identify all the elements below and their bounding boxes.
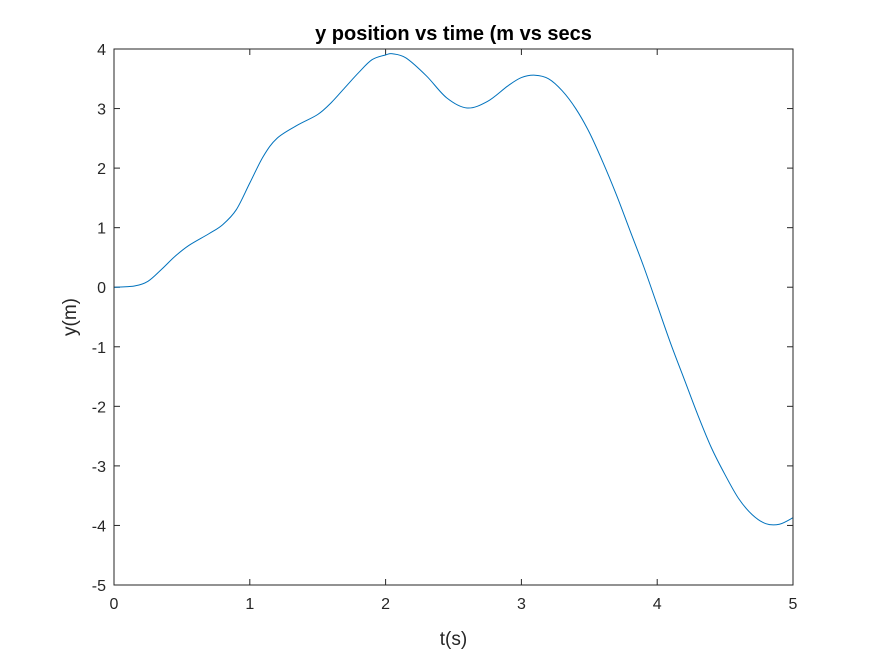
x-tick-label: 1	[245, 596, 254, 613]
x-axis: 0 1 2 3 4 5	[110, 49, 798, 613]
y-tick-label: 0	[97, 280, 106, 297]
x-tick-label: 2	[381, 596, 390, 613]
chart-title: y position vs time (m vs secs	[315, 23, 592, 45]
y-axis-label: y(m)	[60, 298, 81, 336]
x-tick-label: 3	[517, 596, 526, 613]
x-tick-label: 0	[110, 596, 119, 613]
axes-box	[113, 48, 794, 586]
y-tick-label: -2	[92, 399, 106, 416]
y-axis: -5 -4 -3 -2 -1 0 1 2 3 4	[92, 42, 793, 595]
y-tick-label: 2	[97, 161, 106, 178]
y-tick-label: -3	[92, 459, 106, 476]
series-line	[113, 53, 794, 526]
series-layer	[113, 53, 794, 526]
x-tick-label: 5	[789, 596, 798, 613]
x-tick-label: 4	[653, 596, 662, 613]
plot-area	[114, 49, 793, 585]
x-axis-label: t(s)	[440, 629, 467, 650]
y-tick-label: -5	[92, 578, 106, 595]
y-tick-label: -4	[92, 518, 106, 535]
y-tick-label: 1	[97, 221, 106, 238]
y-tick-label: 4	[97, 42, 106, 59]
y-tick-label: -1	[92, 340, 106, 357]
y-tick-label: 3	[97, 102, 106, 119]
